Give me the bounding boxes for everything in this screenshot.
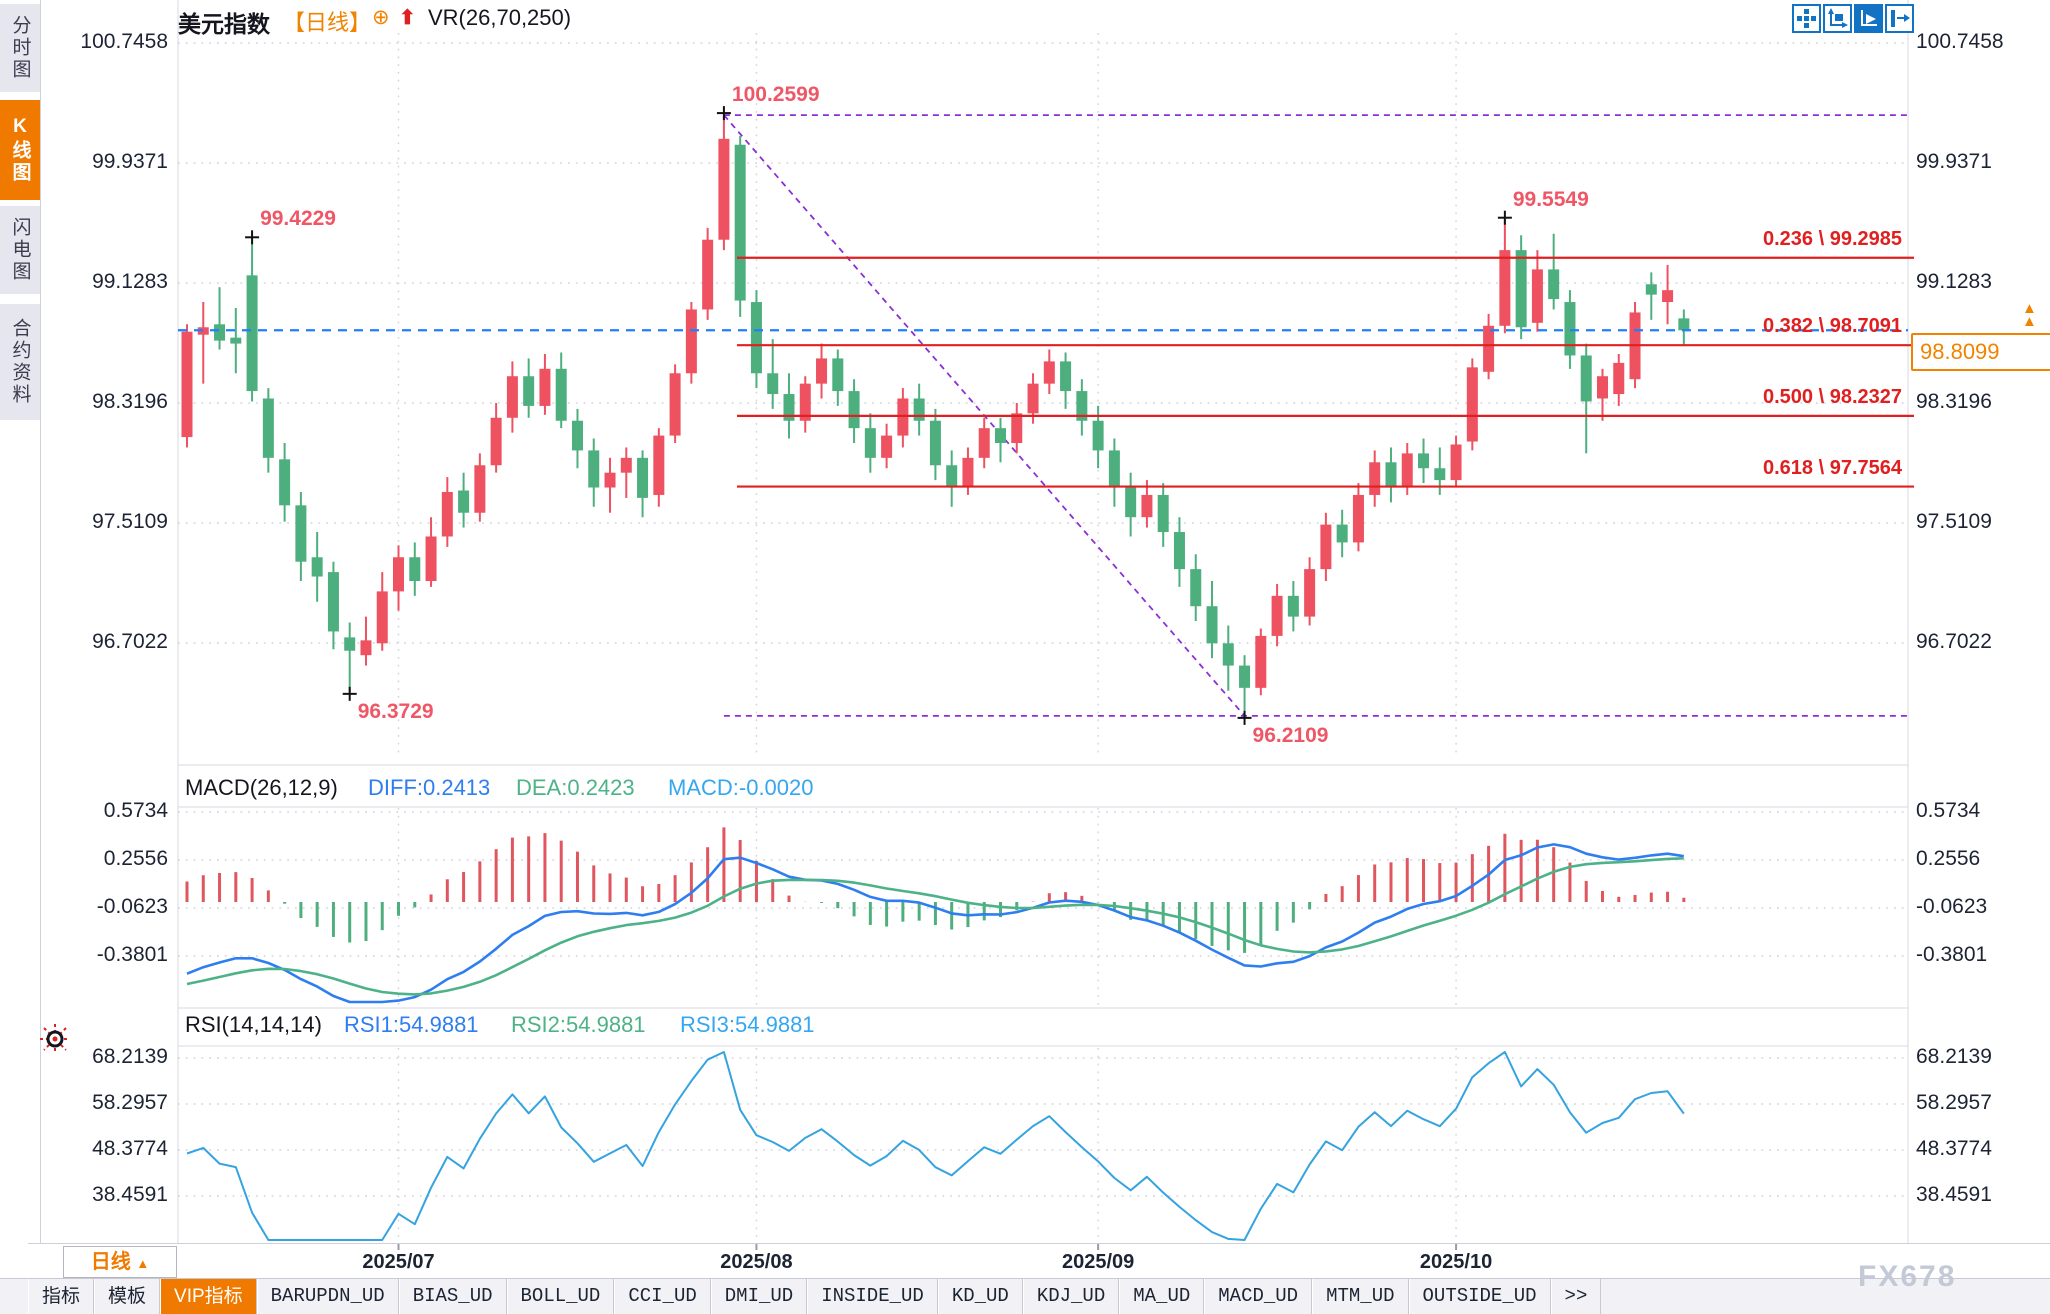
tab-1[interactable]: 指标 <box>28 1279 95 1314</box>
tabs-overflow-button[interactable]: >> <box>1550 1279 1602 1314</box>
axis-track-icon[interactable] <box>1854 4 1883 33</box>
exit-right-icon[interactable] <box>1885 4 1914 33</box>
axis-fit-icon[interactable] <box>1823 4 1852 33</box>
tab-7[interactable]: CCI_UD <box>614 1279 711 1314</box>
sidebar-item-2[interactable]: K线图 <box>0 100 40 200</box>
tab-14[interactable]: MTM_UD <box>1312 1279 1409 1314</box>
sidebar-item-4[interactable]: 合约资料 <box>0 304 40 420</box>
sidebar-item-3[interactable]: 闪电图 <box>0 206 40 294</box>
add-indicator-icon[interactable]: ⊕ <box>372 6 390 29</box>
tab-13[interactable]: MACD_UD <box>1204 1279 1313 1314</box>
date-row-divider <box>28 1243 2050 1244</box>
period-label: 日线 <box>90 1251 131 1273</box>
tab-5[interactable]: BIAS_UD <box>398 1279 507 1314</box>
sidebar-item-1[interactable]: 分时图 <box>0 4 40 92</box>
macd-value: MACD:-0.0020 <box>668 775 814 800</box>
period-tag: 【日线】 <box>283 10 372 35</box>
period-arrow-icon: ▲ <box>136 1256 150 1271</box>
tab-4[interactable]: BARUPDN_UD <box>256 1279 399 1314</box>
tab-15[interactable]: OUTSIDE_UD <box>1408 1279 1551 1314</box>
watermark: FX678 <box>1858 1260 1957 1293</box>
macd-dea-value: DEA:0.2423 <box>516 775 635 800</box>
symbol-title: 美元指数 <box>178 11 270 37</box>
rsi3-value: RSI3:54.9881 <box>680 1012 815 1037</box>
tab-12[interactable]: MA_UD <box>1119 1279 1205 1314</box>
tab-8[interactable]: DMI_UD <box>710 1279 808 1314</box>
indicator-tab-bar: 指标 模板 VIP指标 BARUPDN_UD BIAS_UD BOLL_UD CCI_UD D… <box>0 1278 2050 1314</box>
rsi-params: RSI(14,14,14) <box>185 1012 322 1037</box>
tab-6[interactable]: BOLL_UD <box>506 1279 615 1314</box>
indicator-name: VR(26,70,250) <box>428 5 572 30</box>
pan-icon[interactable] <box>1792 4 1821 33</box>
current-price-box: 98.8099 <box>1911 333 2050 371</box>
tab-10[interactable]: KD_UD <box>937 1279 1023 1314</box>
sidebar: 分时图 K线图闪电图合约资料 <box>0 0 41 1243</box>
tab-9[interactable]: INSIDE_UD <box>807 1279 938 1314</box>
up-arrow-icon: ⬆ <box>399 7 416 29</box>
tab-2[interactable]: 模板 <box>94 1279 161 1314</box>
tab-11[interactable]: KDJ_UD <box>1022 1279 1120 1314</box>
indicator-settings-sun-icon[interactable] <box>38 1022 72 1056</box>
rsi1-value: RSI1:54.9881 <box>344 1012 479 1037</box>
price-up-arrows-icon: ▲ ▲ <box>2022 300 2037 330</box>
macd-diff-value: DIFF:0.2413 <box>368 775 491 800</box>
macd-params: MACD(26,12,9) <box>185 775 338 800</box>
tab-3[interactable]: VIP指标 <box>160 1279 257 1314</box>
period-selector[interactable]: 日线 ▲ <box>63 1246 177 1278</box>
rsi2-value: RSI2:54.9881 <box>511 1012 646 1037</box>
